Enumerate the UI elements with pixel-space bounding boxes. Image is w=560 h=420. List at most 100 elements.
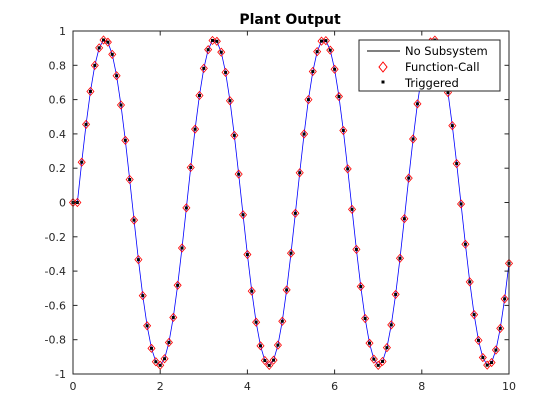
marker-triggered [193, 127, 197, 131]
marker-function-call [374, 360, 383, 370]
marker-triggered [411, 137, 415, 141]
marker-function-call [230, 130, 239, 140]
marker-triggered [415, 102, 419, 106]
marker-function-call [321, 36, 330, 46]
marker-triggered [324, 39, 328, 43]
marker-function-call [400, 214, 409, 224]
marker-triggered [215, 39, 219, 43]
marker-triggered [128, 178, 132, 182]
y-tick-label: -0.6 [45, 299, 66, 312]
marker-triggered [385, 346, 389, 350]
marker-triggered [302, 132, 306, 136]
marker-function-call [308, 66, 317, 77]
marker-triggered [298, 171, 302, 175]
marker-function-call [212, 36, 221, 46]
marker-triggered [498, 326, 502, 330]
marker-function-call [225, 96, 234, 106]
marker-triggered [171, 315, 175, 319]
marker-function-call [457, 199, 466, 209]
marker-function-call [282, 285, 291, 295]
marker-function-call [173, 280, 182, 290]
marker-function-call [252, 317, 261, 327]
marker-function-call [99, 35, 108, 45]
marker-triggered [211, 38, 215, 42]
marker-triggered [106, 40, 110, 44]
marker-function-call [273, 340, 282, 350]
marker-function-call [326, 45, 335, 55]
marker-function-call [452, 158, 461, 169]
marker-function-call [278, 316, 287, 326]
y-tick-label: 0.2 [49, 162, 67, 175]
marker-triggered [202, 66, 206, 70]
marker-triggered [176, 283, 180, 287]
marker-function-call [164, 337, 173, 348]
marker-function-call [169, 312, 178, 323]
marker-function-call [343, 164, 352, 174]
marker-function-call [409, 134, 418, 144]
marker-function-call [112, 71, 121, 81]
legend-label-triggered: Triggered [404, 76, 459, 90]
y-tick-label: 0.8 [49, 59, 67, 72]
y-tick-label: 0.4 [49, 128, 67, 141]
marker-triggered [228, 99, 232, 103]
marker-triggered [119, 103, 123, 107]
marker-triggered [337, 95, 341, 99]
marker-triggered [468, 280, 472, 284]
marker-triggered [463, 242, 467, 246]
marker-function-call [182, 203, 191, 213]
marker-triggered [363, 316, 367, 320]
marker-function-call [160, 354, 169, 364]
marker-triggered [359, 285, 363, 289]
marker-triggered [224, 70, 228, 74]
marker-function-call [125, 174, 134, 185]
marker-triggered [485, 363, 489, 367]
marker-triggered [354, 247, 358, 251]
y-tick-label: -0.8 [45, 334, 66, 347]
marker-triggered [189, 165, 193, 169]
marker-function-call [348, 204, 357, 214]
marker-triggered [237, 172, 241, 176]
marker-triggered [476, 338, 480, 342]
marker-triggered [389, 323, 393, 327]
marker-triggered [123, 138, 127, 142]
marker-triggered [115, 74, 119, 78]
marker-function-call [317, 36, 326, 46]
marker-function-call [195, 90, 204, 101]
marker-triggered [84, 122, 88, 126]
marker-function-call [95, 43, 104, 53]
x-tick-label: 4 [244, 380, 251, 393]
marker-triggered [80, 160, 84, 164]
marker-function-call [496, 323, 505, 333]
marker-triggered [280, 319, 284, 323]
marker-function-call [339, 125, 348, 136]
marker-function-call [217, 47, 226, 57]
marker-triggered [285, 288, 289, 292]
marker-function-call [234, 169, 243, 179]
marker-function-call [256, 341, 265, 351]
marker-function-call [313, 47, 322, 57]
marker-triggered [289, 251, 293, 255]
marker-triggered [446, 91, 450, 95]
marker-triggered [154, 360, 158, 364]
marker-triggered [102, 38, 106, 42]
legend-marker-triggered [381, 80, 385, 84]
marker-triggered [88, 89, 92, 93]
marker-triggered [376, 363, 380, 367]
marker-function-call [465, 277, 474, 287]
marker-function-call [382, 343, 391, 353]
axis-ticks: 0 2 4 6 8 10 -1 -0.8 -0.6 -0.4 -0.2 0 0.2 0.4 0.6 0.8 1 [45, 25, 516, 393]
x-tick-label: 10 [502, 380, 516, 393]
marker-triggered [158, 363, 162, 367]
marker-triggered [341, 128, 345, 132]
x-tick-label: 0 [70, 380, 77, 393]
marker-function-call [86, 86, 95, 97]
marker-function-call [286, 248, 296, 258]
marker-triggered [407, 176, 411, 180]
marker-function-call [260, 355, 269, 366]
marker-function-call [478, 352, 487, 363]
marker-function-call [103, 37, 112, 47]
marker-function-call [500, 294, 509, 304]
marker-triggered [141, 294, 145, 298]
marker-triggered [145, 324, 149, 328]
